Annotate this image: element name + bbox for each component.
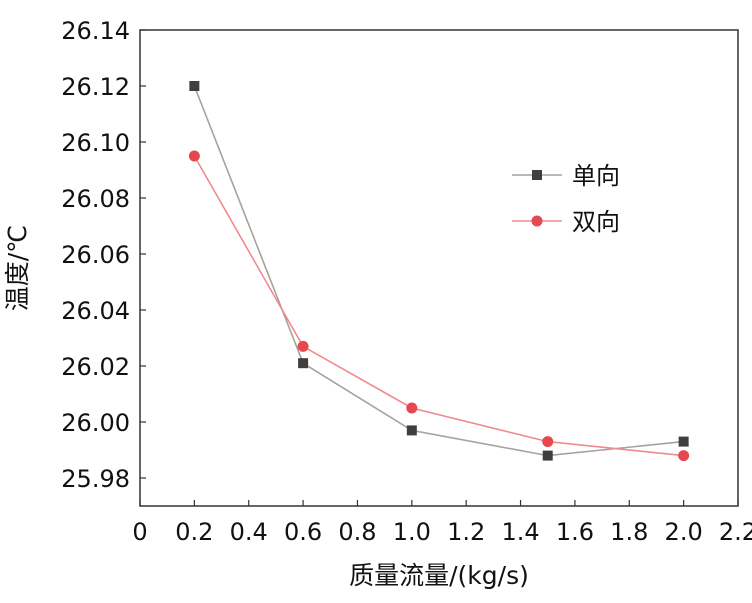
y-tick-label: 26.04 <box>61 297 130 325</box>
x-tick-label: 0.2 <box>175 518 213 546</box>
data-point-single <box>542 450 553 461</box>
x-tick-label: 1.0 <box>393 518 431 546</box>
x-tick-label: 0.8 <box>338 518 376 546</box>
x-tick-label: 0.4 <box>230 518 268 546</box>
y-tick-label: 26.14 <box>61 17 130 45</box>
x-axis-title: 质量流量/(kg/s) <box>349 561 529 590</box>
x-tick-label: 2.0 <box>665 518 703 546</box>
y-tick-label: 26.06 <box>61 241 130 269</box>
y-tick-label: 26.10 <box>61 129 130 157</box>
data-point-double <box>297 340 309 352</box>
x-tick-label: 1.2 <box>447 518 485 546</box>
x-tick-label: 1.6 <box>556 518 594 546</box>
series-layer <box>188 81 690 462</box>
data-point-single <box>406 425 417 436</box>
y-tick-label: 26.08 <box>61 185 130 213</box>
data-point-double <box>188 150 200 162</box>
data-point-double <box>678 450 690 462</box>
y-axis-title: 温度/℃ <box>3 225 32 312</box>
legend-label-single: 单向 <box>572 162 620 190</box>
x-tick-label: 1.8 <box>610 518 648 546</box>
legend-label-double: 双向 <box>572 208 620 236</box>
data-point-double <box>406 402 418 414</box>
y-tick-label: 26.00 <box>61 409 130 437</box>
data-point-single <box>298 358 309 369</box>
legend-marker-single <box>532 170 542 180</box>
x-tick-label: 1.4 <box>501 518 539 546</box>
series-line-double <box>193 155 684 457</box>
data-point-single <box>189 81 200 91</box>
x-tick-label: 0 <box>132 518 147 546</box>
y-axis: 25.98 26.00 26.02 26.04 26.06 26.08 26.10 26.12… <box>61 17 146 493</box>
y-tick-label: 26.12 <box>61 73 130 101</box>
x-axis: 0 0.2 0.4 0.6 0.8 1.0 1.2 1.4 1.6 1.8 2.0 2.2 <box>132 500 752 546</box>
data-point-single <box>678 436 689 447</box>
x-tick-label: 0.6 <box>284 518 322 546</box>
y-tick-label: 26.02 <box>61 353 130 381</box>
x-tick-label: 2.2 <box>719 518 752 546</box>
series-line-single <box>193 85 684 457</box>
legend-marker-double <box>531 215 543 227</box>
plot-frame <box>139 29 739 507</box>
y-tick-label: 25.98 <box>61 465 130 493</box>
data-point-double <box>542 436 554 448</box>
